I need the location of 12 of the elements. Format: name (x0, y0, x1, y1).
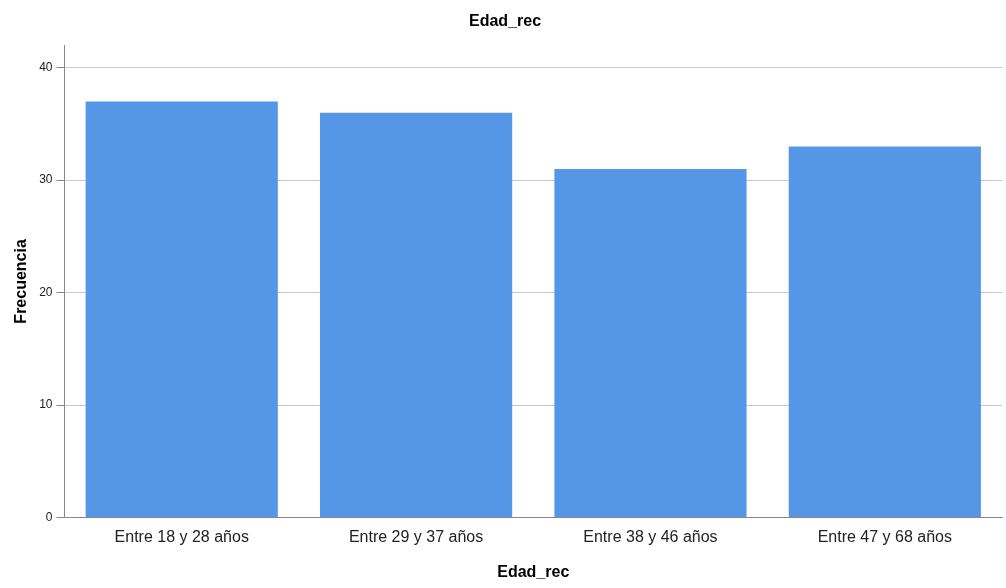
y-tick-label: 40 (39, 60, 53, 75)
y-tick-label: 10 (39, 397, 53, 412)
chart-title: Edad_rec (468, 12, 542, 30)
x-tick-label: Entre 18 y 28 años (114, 527, 249, 545)
y-axis-title: Frecuencia (12, 239, 30, 324)
x-tick-label: Entre 47 y 68 años (817, 527, 952, 545)
x-axis-title: Edad_rec (497, 562, 570, 580)
x-tick-label: Entre 29 y 37 años (348, 527, 484, 545)
y-tick-label: 0 (45, 509, 53, 524)
y-tick-label: 30 (39, 172, 53, 187)
y-tick-label: 20 (39, 284, 53, 299)
x-tick-label: Entre 38 y 46 años (583, 527, 718, 545)
